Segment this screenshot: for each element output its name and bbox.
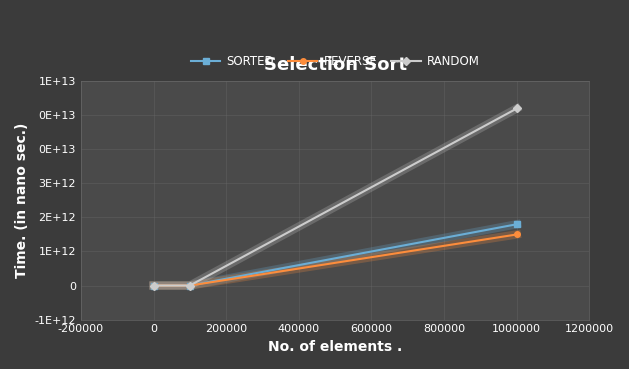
REVERSE xyxy=(150,283,157,288)
Line: SORTED: SORTED xyxy=(151,221,520,288)
X-axis label: No. of elements .: No. of elements . xyxy=(268,340,403,354)
Legend: SORTED, REVERSE, RANDOM: SORTED, REVERSE, RANDOM xyxy=(187,51,483,72)
Title: Selection Sort: Selection Sort xyxy=(264,56,407,74)
SORTED xyxy=(150,283,157,288)
RANDOM xyxy=(513,106,521,111)
Y-axis label: Time. (in nano sec.): Time. (in nano sec.) xyxy=(15,123,29,278)
RANDOM xyxy=(186,283,194,288)
REVERSE xyxy=(186,283,194,288)
SORTED xyxy=(513,222,521,227)
RANDOM xyxy=(150,283,157,288)
SORTED xyxy=(186,283,194,288)
Line: RANDOM: RANDOM xyxy=(151,106,520,288)
REVERSE xyxy=(513,232,521,237)
Line: REVERSE: REVERSE xyxy=(151,232,520,288)
